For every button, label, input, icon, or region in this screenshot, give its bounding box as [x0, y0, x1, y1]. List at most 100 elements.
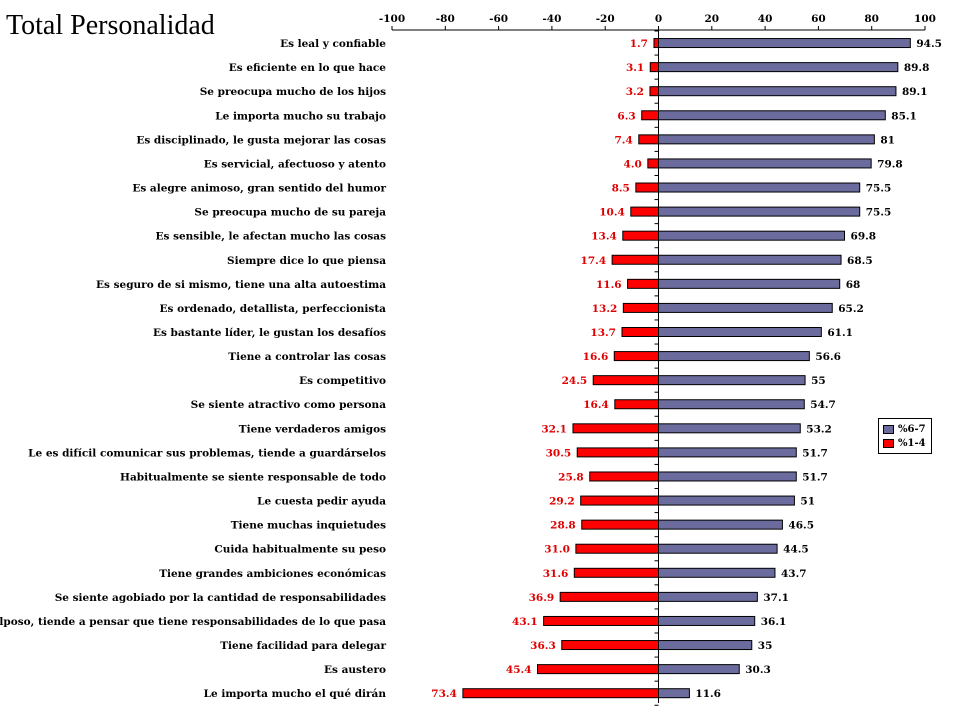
- data-label-pos: 89.1: [902, 86, 928, 98]
- data-label-pos: 85.1: [891, 110, 917, 122]
- category-label: Es disciplinado, le gusta mejorar las co…: [136, 134, 386, 146]
- bar-pos: [658, 86, 897, 97]
- data-label-pos: 37.1: [763, 592, 789, 604]
- data-label-neg: 3.1: [626, 62, 644, 74]
- data-label-neg: 32.1: [541, 423, 567, 435]
- bar-neg: [580, 495, 660, 506]
- category-label: Le cuesta pedir ayuda: [257, 496, 386, 508]
- bar-pos: [658, 591, 758, 602]
- data-label-pos: 30.3: [745, 664, 771, 676]
- bar-neg: [622, 302, 660, 313]
- x-tick-label: 60: [811, 13, 826, 25]
- data-label-neg: 36.3: [530, 640, 556, 652]
- bar-pos: [658, 543, 778, 554]
- category-label: Se siente agobiado por la cantidad de re…: [55, 592, 386, 604]
- data-label-pos: 65.2: [838, 303, 864, 315]
- data-label-pos: 35: [758, 640, 773, 652]
- category-label: Es ordenado, detallista, perfeccionista: [160, 303, 387, 315]
- data-label-neg: 31.0: [544, 544, 570, 556]
- x-tick-label: 80: [864, 13, 879, 25]
- bar-pos: [658, 206, 861, 217]
- category-label: Es eficiente en lo que hace: [229, 62, 387, 74]
- legend-item-pos: %6-7: [883, 423, 926, 435]
- category-label: Tiene facilidad para delegar: [220, 640, 386, 652]
- data-label-neg: 36.9: [529, 592, 555, 604]
- data-label-pos: 55: [811, 375, 826, 387]
- x-tick-label: -20: [596, 13, 615, 25]
- bar-pos: [658, 327, 822, 337]
- x-tick-label: 100: [914, 13, 936, 25]
- chart-legend: %6-7 %1-4: [878, 418, 932, 454]
- data-label-pos: 36.1: [761, 616, 787, 628]
- category-label: Le importa mucho el qué dirán: [204, 688, 387, 700]
- bar-pos: [658, 278, 841, 289]
- bar-pos: [658, 134, 875, 145]
- x-tick-label: 0: [655, 13, 662, 25]
- legend-label-neg: %1-4: [898, 437, 926, 449]
- data-label-neg: 13.2: [592, 303, 618, 315]
- data-label-neg: 73.4: [431, 688, 457, 700]
- bar-pos: [658, 519, 783, 530]
- category-label: Es seguro de si mismo, tiene una alta au…: [96, 279, 386, 291]
- x-tick-label: -60: [489, 13, 508, 25]
- data-label-pos: 51: [800, 496, 815, 508]
- bar-neg: [611, 254, 660, 265]
- legend-label-pos: %6-7: [898, 423, 926, 435]
- data-label-neg: 6.3: [617, 110, 635, 122]
- data-label-pos: 53.2: [806, 423, 832, 435]
- bar-pos: [658, 158, 872, 169]
- bar-pos: [658, 230, 846, 241]
- bar-neg: [649, 86, 659, 97]
- legend-item-neg: %1-4: [883, 437, 926, 449]
- data-label-neg: 11.6: [596, 279, 622, 291]
- bar-neg: [630, 206, 659, 217]
- bar-neg: [589, 471, 659, 482]
- x-tick-label: 40: [758, 13, 773, 25]
- bar-neg: [622, 230, 659, 241]
- data-label-neg: 16.6: [583, 351, 609, 363]
- bar-neg: [621, 327, 659, 337]
- data-label-neg: 29.2: [549, 496, 575, 508]
- legend-swatch-pos: [883, 424, 894, 434]
- category-label: Es servicial, afectuoso y atento: [204, 158, 386, 170]
- category-label: Es alegre animoso, gran sentido del humo…: [132, 183, 386, 195]
- category-label: Es austero: [324, 664, 386, 676]
- data-label-neg: 31.6: [543, 568, 569, 580]
- bar-neg: [581, 519, 659, 530]
- bar-neg: [635, 182, 659, 193]
- bar-neg: [576, 447, 660, 458]
- category-label: Tiene grandes ambiciones económicas: [159, 568, 386, 580]
- data-label-neg: 13.4: [591, 231, 617, 243]
- category-label: Tiene a controlar las cosas: [228, 351, 386, 363]
- category-label: Siempre dice lo que piensa: [227, 255, 386, 267]
- bar-pos: [658, 38, 911, 49]
- bar-pos: [658, 351, 810, 362]
- data-label-neg: 17.4: [581, 255, 607, 267]
- x-tick-label: 20: [704, 13, 719, 25]
- bar-neg: [641, 110, 660, 121]
- bar-neg: [614, 399, 660, 410]
- data-label-pos: 75.5: [866, 183, 892, 195]
- x-tick-label: -80: [436, 13, 455, 25]
- data-label-pos: 46.5: [788, 520, 814, 532]
- bar-neg: [653, 38, 659, 49]
- category-label: Cuida habitualmente su peso: [214, 544, 386, 556]
- bar-pos: [658, 182, 861, 193]
- category-label: Se siente atractivo como persona: [191, 399, 387, 411]
- data-label-pos: 44.5: [783, 544, 809, 556]
- data-label-neg: 30.5: [546, 447, 572, 459]
- bar-neg: [649, 62, 660, 73]
- data-label-neg: 45.4: [506, 664, 532, 676]
- bar-pos: [658, 640, 753, 651]
- data-label-neg: 25.8: [558, 471, 584, 483]
- x-tick-label: -40: [542, 13, 561, 25]
- bar-neg: [573, 567, 660, 578]
- bar-neg: [543, 615, 659, 626]
- bar-pos: [658, 615, 756, 626]
- page-title: Total Personalidad: [6, 10, 215, 41]
- bar-pos: [658, 688, 690, 699]
- data-label-pos: 51.7: [802, 447, 828, 459]
- data-label-neg: 13.7: [590, 327, 616, 339]
- bar-pos: [658, 664, 740, 675]
